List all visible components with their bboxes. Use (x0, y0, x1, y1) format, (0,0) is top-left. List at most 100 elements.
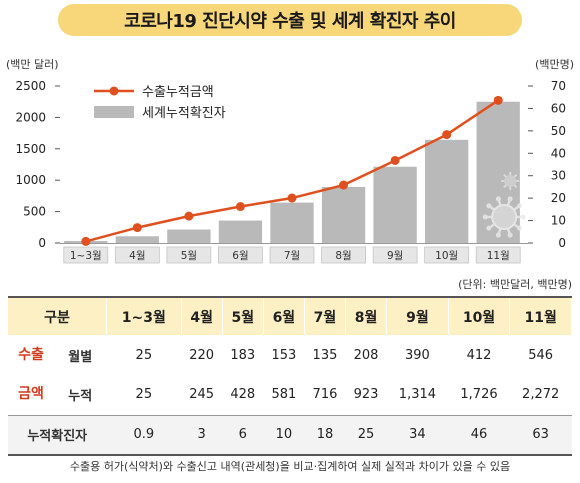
cumulative-cell: 581 (271, 387, 297, 403)
cases-cell: 34 (409, 427, 426, 443)
y-left-label: (백만 달러) (6, 58, 59, 71)
cumulative-cell: 2,272 (522, 387, 560, 403)
line-point (339, 180, 349, 190)
col-header: 10월 (448, 297, 511, 335)
combo-chart: (백만 달러) (백만명) 0 500 1000 1500 2000 2500 0 10 20 30 4… (6, 58, 574, 264)
group-label-line1: 수출 (18, 346, 44, 363)
y-right-tick-label: 40 (551, 146, 566, 160)
monthly-label: 월별 (68, 349, 93, 365)
cumulative-cell: 245 (189, 387, 215, 403)
table-row-cases: 누적확진자 0.9 3 6 10 18 25 34 46 63 (8, 415, 572, 455)
x-tick-box (218, 246, 263, 264)
x-tick-box (114, 246, 160, 264)
x-tick-label: 6월 (232, 250, 248, 262)
line-point (442, 130, 452, 140)
monthly-cell: 220 (189, 347, 215, 363)
table-header-row: 구분 1~3월 4월 5월 6월 7월 8월 9월 10월 11월 (8, 297, 572, 335)
line-point (390, 155, 400, 165)
col-header: 1~3월 (106, 297, 182, 335)
x-tick-label: 4월 (129, 250, 145, 262)
footnote: 수출용 허가(식약처)와 수출신고 내역(관세청)을 비교·집계하여 실제 실적… (69, 460, 511, 473)
y-left-tick-label: 500 (23, 205, 46, 219)
x-tick-box (269, 246, 315, 264)
monthly-cell: 412 (466, 347, 492, 363)
cases-cell: 10 (275, 427, 293, 443)
y-right-tick-label: 0 (558, 236, 566, 250)
group-label-line2: 금액 (18, 386, 44, 403)
table-header-label: 구분 (8, 297, 107, 335)
x-tick-box (166, 246, 212, 264)
bar (115, 236, 159, 243)
cases-cell: 25 (357, 427, 375, 443)
cases-cell: 0.9 (133, 427, 155, 443)
cases-cell: 63 (532, 427, 549, 443)
legend-line-marker (109, 86, 119, 96)
page-title: 코로나19 진단시약 수출 및 세계 확진자 추이 (124, 11, 456, 32)
line-point (493, 95, 503, 105)
x-tick-label: 11월 (487, 250, 510, 262)
y-right-label: (백만명) (535, 58, 574, 71)
bar (270, 202, 314, 243)
monthly-cell: 183 (230, 347, 256, 363)
col-header: 9월 (386, 297, 449, 335)
monthly-cell: 135 (312, 347, 338, 363)
monthly-cell: 546 (528, 347, 554, 363)
legend-bar-label: 세계누적확진자 (142, 106, 226, 121)
cases-cell: 46 (470, 427, 488, 443)
col-header: 11월 (509, 297, 572, 335)
title-banner: 코로나19 진단시약 수출 및 세계 확진자 추이 (58, 4, 522, 36)
x-tick-label: 7월 (284, 250, 300, 262)
y-left-tick-label: 0 (38, 236, 46, 250)
bar (373, 166, 417, 243)
cumulative-cell: 1,314 (398, 387, 437, 403)
x-tick-box (372, 246, 418, 264)
x-tick-label: 9월 (387, 250, 403, 262)
legend-bar-swatch (94, 106, 134, 118)
data-table: 구분 1~3월 4월 5월 6월 7월 8월 9월 10월 11월 수출 월별 … (8, 296, 572, 456)
monthly-cell: 25 (135, 347, 153, 363)
y-right-tick-label: 70 (551, 79, 566, 93)
x-tick-box (475, 246, 521, 264)
group-cell: 금액 누적 (8, 375, 107, 415)
cases-cell: 18 (316, 427, 334, 443)
y-left-tick-label: 1500 (15, 142, 46, 156)
x-tick-box (424, 246, 470, 264)
bar (218, 220, 263, 243)
cumulative-label: 누적 (68, 389, 93, 405)
col-header: 5월 (222, 297, 264, 335)
y-right-tick-label: 10 (551, 214, 566, 228)
cumulative-cell: 923 (353, 387, 379, 403)
line-point (235, 202, 245, 212)
bar (321, 186, 366, 243)
monthly-cell: 153 (271, 347, 297, 363)
y-left-tick-label: 2000 (15, 110, 46, 124)
bar (167, 229, 211, 243)
col-header: 4월 (181, 297, 223, 335)
cumulative-cell: 1,726 (460, 387, 498, 403)
col-header: 7월 (304, 297, 347, 335)
line-point (287, 193, 297, 203)
table-row-monthly: 수출 월별 25 220 183 153 135 208 390 412 546 (8, 335, 572, 375)
line-point (81, 236, 91, 246)
table-row-cumulative: 금액 누적 25 245 428 581 716 923 1,314 1,726… (8, 375, 572, 415)
cumulative-cell: 428 (230, 387, 256, 403)
cases-cell: 3 (197, 427, 206, 443)
cases-label: 누적확진자 (27, 429, 88, 445)
y-right-tick-label: 30 (551, 169, 566, 183)
monthly-cell: 390 (405, 347, 430, 363)
y-right-tick-label: 60 (551, 101, 566, 115)
monthly-cell: 208 (353, 347, 379, 363)
cumulative-cell: 25 (135, 387, 153, 403)
line-point (132, 223, 142, 233)
group-cell: 수출 월별 (8, 335, 107, 375)
x-tick-box (63, 246, 109, 264)
x-tick-label: 8월 (335, 250, 351, 262)
x-tick-box (321, 246, 366, 264)
virus-icon (482, 196, 526, 238)
unit-note: (단위: 백만달러, 백만명) (458, 278, 572, 291)
x-tick-label: 1~3월 (70, 250, 102, 262)
col-header: 6월 (263, 297, 305, 335)
export-amount-label: 수출 (8, 347, 54, 364)
y-left-tick-label: 1000 (15, 173, 46, 187)
bar (425, 139, 469, 243)
